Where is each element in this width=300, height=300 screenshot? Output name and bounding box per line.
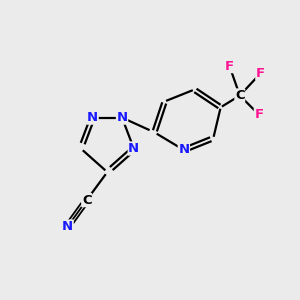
Text: N: N xyxy=(87,111,98,124)
Text: F: F xyxy=(254,108,263,121)
Text: N: N xyxy=(178,143,189,157)
Text: N: N xyxy=(62,220,73,233)
Text: C: C xyxy=(82,194,92,207)
Text: N: N xyxy=(116,111,128,124)
Text: F: F xyxy=(256,67,265,80)
Text: C: C xyxy=(235,89,244,102)
Text: N: N xyxy=(128,142,140,155)
Text: F: F xyxy=(225,60,234,73)
